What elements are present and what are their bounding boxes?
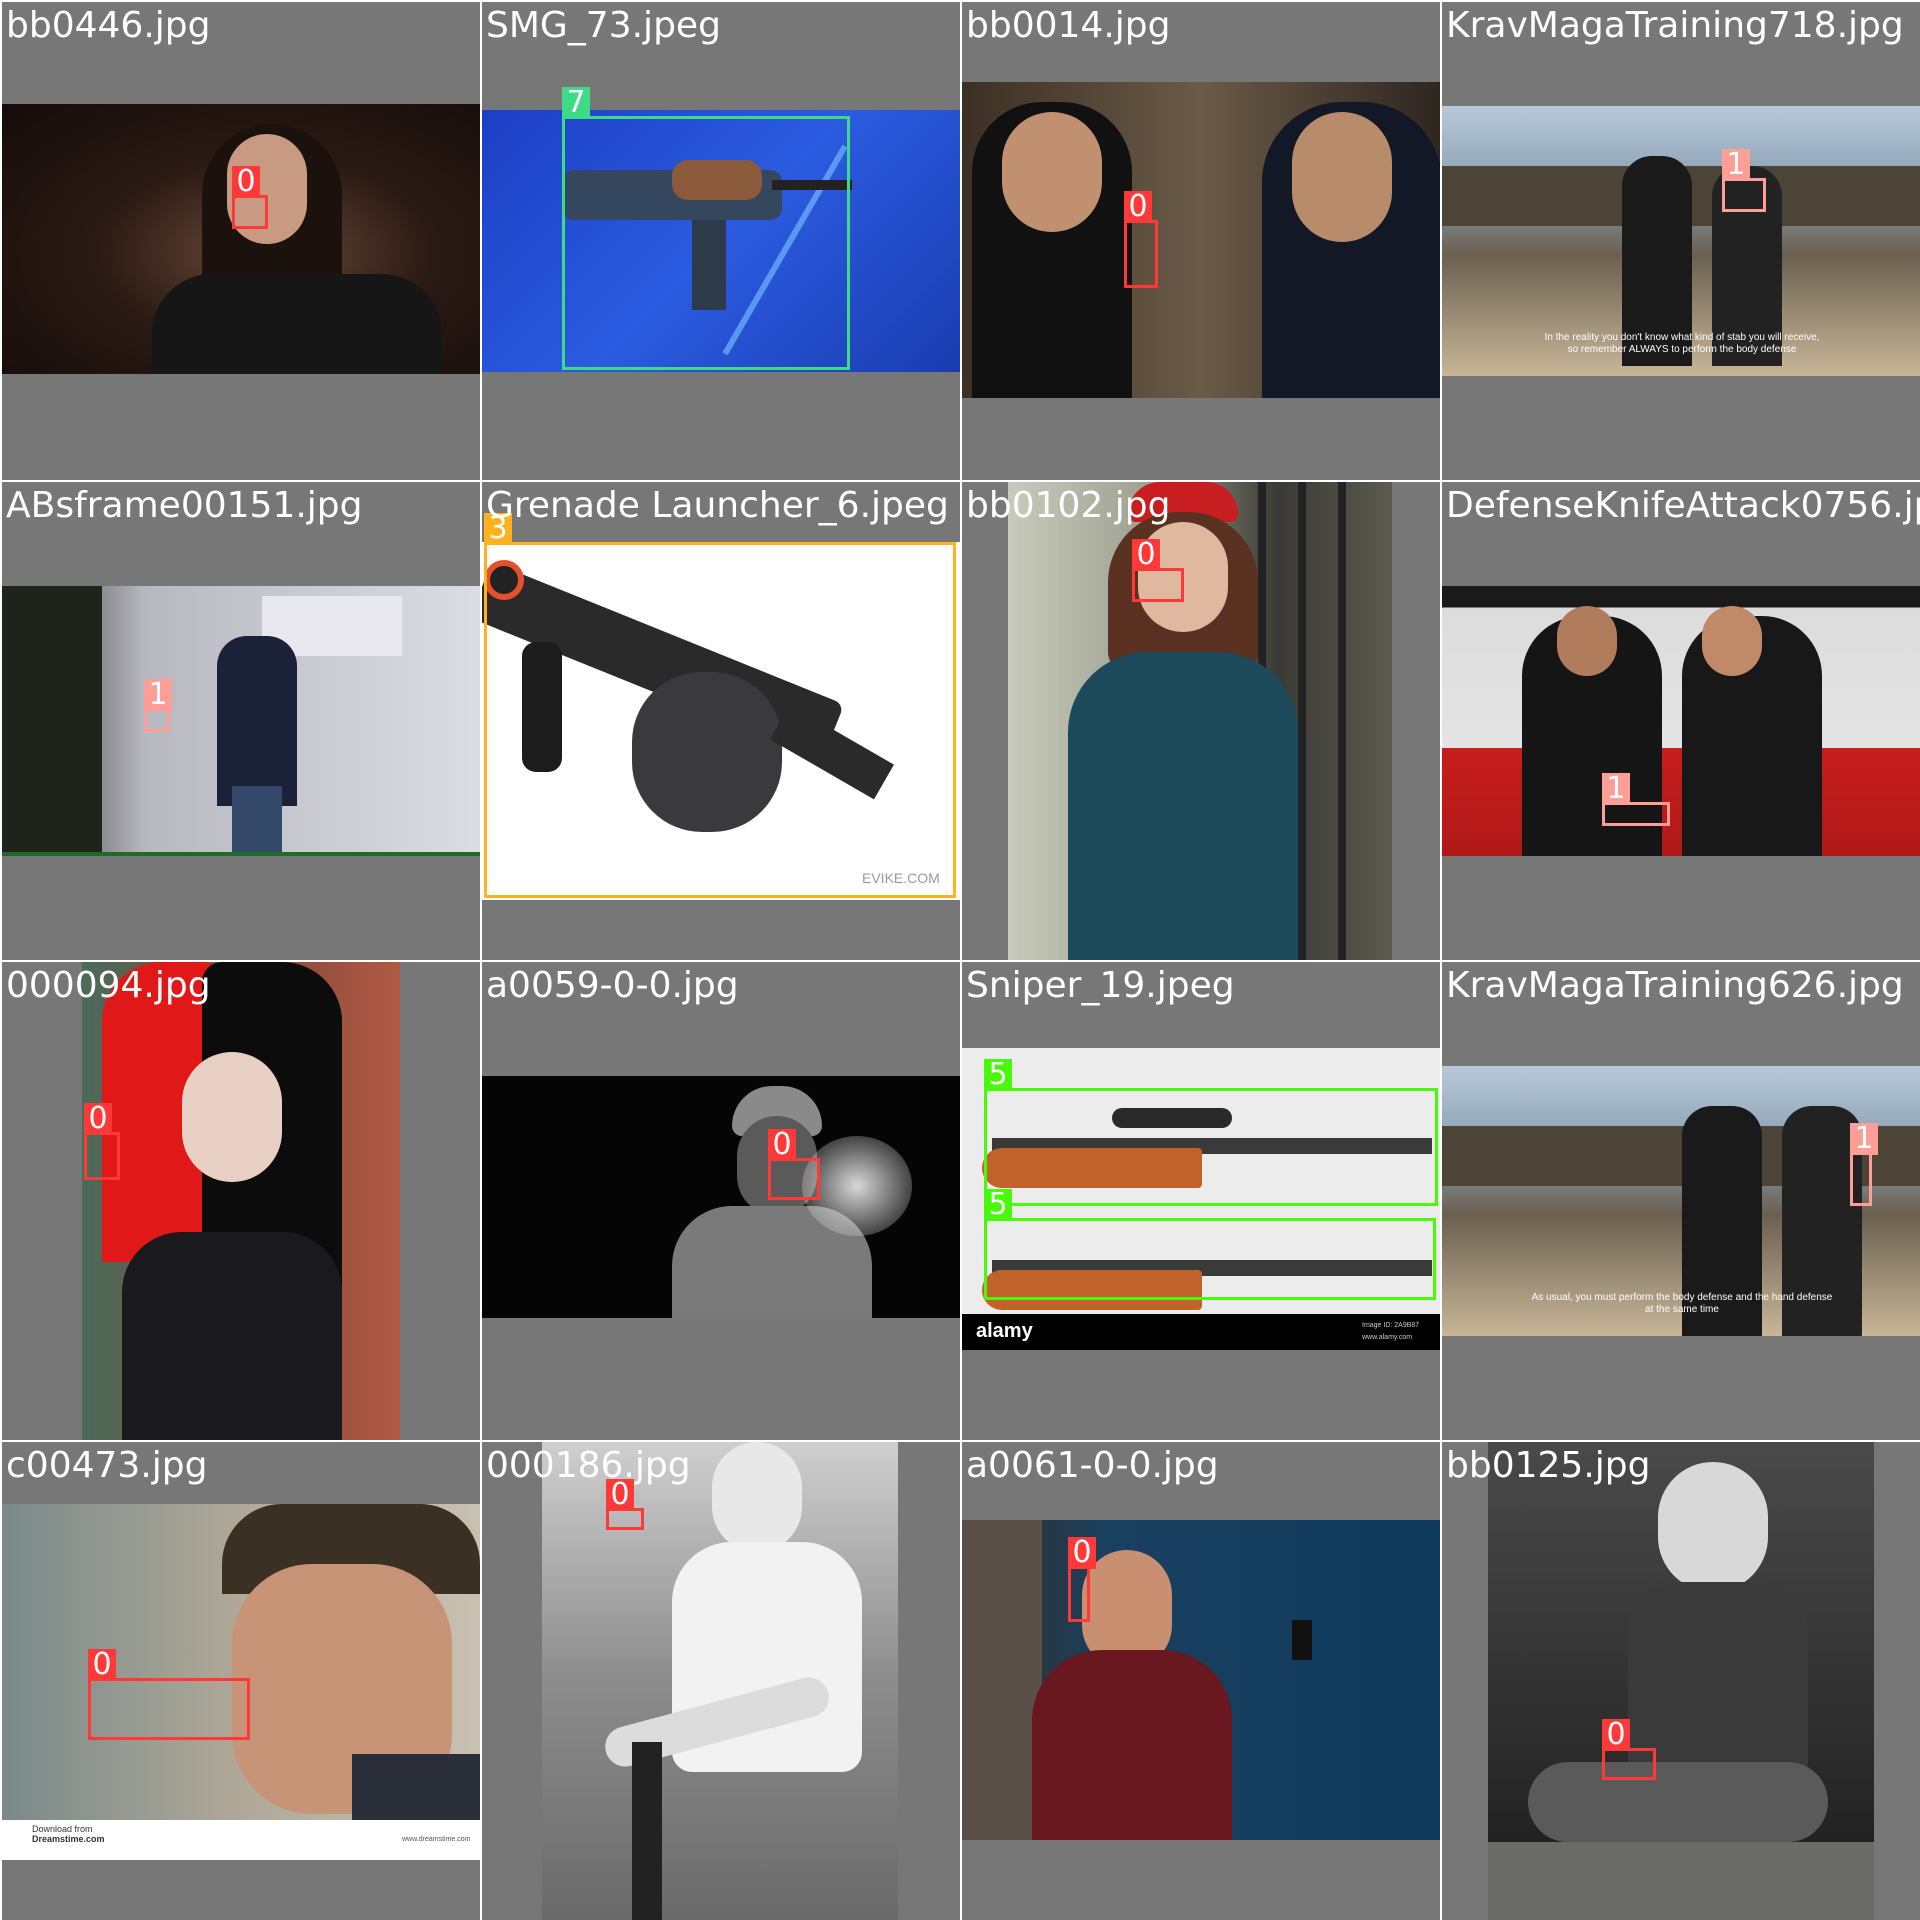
photo <box>482 1076 960 1318</box>
watermark: EVIKE.COM <box>862 870 940 886</box>
tile-kravmaga-626[interactable]: As usual, you must perform the body defe… <box>1442 962 1920 1440</box>
photo <box>482 110 960 372</box>
tile-kravmaga-718[interactable]: In the reality you don't know what kind … <box>1442 2 1920 480</box>
video-caption: In the reality you don't know what kind … <box>1544 332 1820 355</box>
tile-filename: bb0446.jpg <box>6 5 211 46</box>
tile-filename: 000094.jpg <box>6 965 211 1006</box>
class-label: 0 <box>1124 191 1152 223</box>
detection-box: 1 <box>1602 773 1670 826</box>
detection-box: 0 <box>1602 1719 1656 1780</box>
photo <box>82 962 400 1440</box>
photo <box>1488 1442 1874 1920</box>
tile-defenseknifeattack-0756[interactable]: DefenseKnifeAttack0756.jpg 1 <box>1442 482 1920 960</box>
tile-filename: KravMagaTraining718.jpg <box>1446 5 1904 46</box>
tile-bb0102[interactable]: bb0102.jpg 0 <box>962 482 1440 960</box>
tile-filename: DefenseKnifeAttack0756.jpg <box>1446 485 1920 526</box>
class-label: 0 <box>606 1479 634 1511</box>
detection-box: 1 <box>144 679 172 732</box>
tile-sniper-19[interactable]: alamy Image ID: 2A9B87 www.alamy.com Sni… <box>962 962 1440 1440</box>
stock-site: www.dreamstime.com <box>402 1836 471 1843</box>
photo <box>1008 482 1392 960</box>
photo <box>2 586 480 856</box>
video-caption: As usual, you must perform the body defe… <box>1531 1292 1833 1315</box>
tile-filename: c00473.jpg <box>6 1445 208 1486</box>
class-label: 1 <box>1850 1123 1878 1155</box>
class-label: 1 <box>144 679 172 711</box>
site-url: www.alamy.com <box>1362 1334 1413 1341</box>
stock-footer: Download from Dreamstime.com <box>32 1824 105 1844</box>
class-label: 1 <box>1722 149 1750 181</box>
class-label: 0 <box>1602 1719 1630 1751</box>
tile-filename: Sniper_19.jpeg <box>966 965 1235 1006</box>
tile-filename: bb0014.jpg <box>966 5 1171 46</box>
tile-filename: bb0125.jpg <box>1446 1445 1651 1486</box>
class-label: 0 <box>1068 1537 1096 1569</box>
tile-filename: ABsframe00151.jpg <box>6 485 363 526</box>
tile-filename: Grenade Launcher_6.jpeg <box>486 485 949 526</box>
tile-bb0446[interactable]: bb0446.jpg 0 <box>2 2 480 480</box>
class-label: 5 <box>984 1059 1012 1091</box>
detection-box: 0 <box>1068 1537 1096 1622</box>
photo <box>1442 586 1920 856</box>
image-id: Image ID: 2A9B87 <box>1362 1322 1420 1329</box>
tile-grenade-launcher-6[interactable]: EVIKE.COM Grenade Launcher_6.jpeg 3 <box>482 482 960 960</box>
class-label: 5 <box>984 1189 1012 1221</box>
tile-000186[interactable]: 000186.jpg 0 <box>482 1442 960 1920</box>
photo <box>962 82 1440 398</box>
photo: As usual, you must perform the body defe… <box>1442 1066 1920 1336</box>
watermark: alamy <box>976 1320 1033 1342</box>
detection-box: 5 <box>984 1059 1438 1206</box>
detection-box: 1 <box>1722 149 1766 212</box>
detection-box: 0 <box>1124 191 1158 288</box>
tile-a0061-0-0[interactable]: a0061-0-0.jpg 0 <box>962 1442 1440 1920</box>
tile-filename: KravMagaTraining626.jpg <box>1446 965 1904 1006</box>
photo <box>542 1442 898 1920</box>
detection-box: 0 <box>768 1129 820 1200</box>
class-label: 0 <box>1132 539 1160 571</box>
photo: In the reality you don't know what kind … <box>1442 106 1920 376</box>
tile-filename: bb0102.jpg <box>966 485 1171 526</box>
tile-filename: SMG_73.jpeg <box>486 5 721 46</box>
tile-c00473[interactable]: Download from Dreamstime.com www.dreamst… <box>2 1442 480 1920</box>
class-label: 0 <box>88 1649 116 1681</box>
detection-box: 7 <box>562 87 850 370</box>
class-label: 7 <box>562 87 590 119</box>
tile-a0059-0-0[interactable]: a0059-0-0.jpg 0 <box>482 962 960 1440</box>
tile-smg-73[interactable]: SMG_73.jpeg 7 <box>482 2 960 480</box>
photo: EVIKE.COM <box>482 542 960 900</box>
photo <box>2 104 480 374</box>
photo <box>962 1520 1440 1840</box>
tile-filename: a0061-0-0.jpg <box>966 1445 1219 1486</box>
tile-filename: a0059-0-0.jpg <box>486 965 739 1006</box>
class-label: 1 <box>1602 773 1630 805</box>
detection-box: 3 <box>484 513 956 898</box>
tile-000094[interactable]: 000094.jpg 0 <box>2 962 480 1440</box>
class-label: 0 <box>84 1103 112 1135</box>
class-label: 3 <box>484 513 512 545</box>
detection-box: 0 <box>1132 539 1184 602</box>
detection-box: 5 <box>984 1189 1436 1300</box>
tile-absframe00151[interactable]: ABsframe00151.jpg 1 <box>2 482 480 960</box>
tile-bb0125[interactable]: bb0125.jpg 0 <box>1442 1442 1920 1920</box>
photo: Download from Dreamstime.com www.dreamst… <box>2 1504 480 1860</box>
tile-filename: 000186.jpg <box>486 1445 691 1486</box>
detection-box: 0 <box>84 1103 120 1180</box>
detection-box: 0 <box>88 1649 250 1740</box>
detection-box: 1 <box>1850 1123 1878 1206</box>
tile-bb0014[interactable]: bb0014.jpg 0 <box>962 2 1440 480</box>
detection-box: 0 <box>232 166 268 229</box>
class-label: 0 <box>768 1129 796 1161</box>
class-label: 0 <box>232 166 260 198</box>
detection-box: 0 <box>606 1479 644 1530</box>
